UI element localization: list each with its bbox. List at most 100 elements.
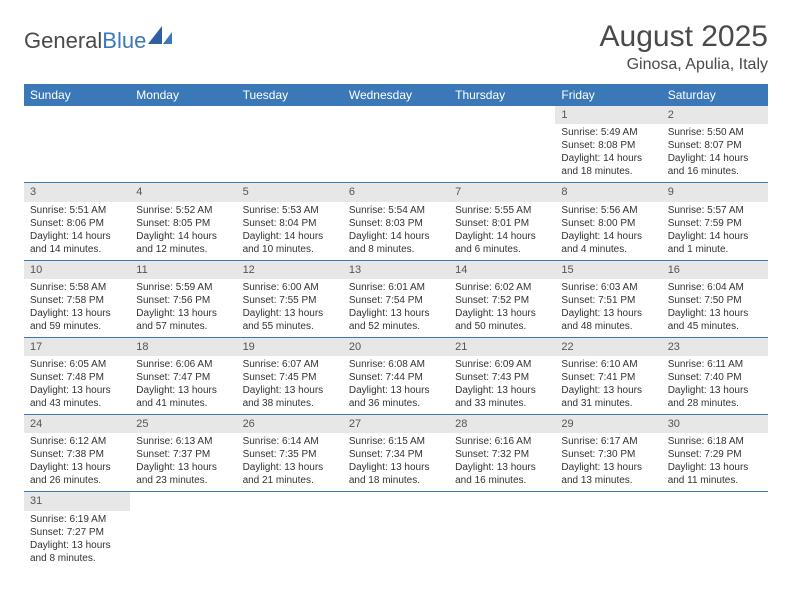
day-line: Daylight: 14 hours (668, 152, 762, 165)
day-line: Sunset: 7:51 PM (561, 294, 655, 307)
location: Ginosa, Apulia, Italy (600, 56, 768, 74)
day-line: and 26 minutes. (30, 474, 124, 487)
day-number-cell: 22 (555, 337, 661, 356)
day-line: Daylight: 13 hours (136, 384, 230, 397)
day-line: Daylight: 13 hours (349, 384, 443, 397)
day-line: Sunset: 7:56 PM (136, 294, 230, 307)
day-line: and 33 minutes. (455, 397, 549, 410)
day-number-cell: 7 (449, 183, 555, 202)
day-number-row: 12 (24, 106, 768, 124)
day-line: Daylight: 13 hours (136, 307, 230, 320)
day-line: Daylight: 13 hours (455, 307, 549, 320)
day-line: Sunset: 7:34 PM (349, 448, 443, 461)
calendar-table: SundayMondayTuesdayWednesdayThursdayFrid… (24, 84, 768, 569)
weekday-header: Thursday (449, 84, 555, 106)
day-line: and 18 minutes. (349, 474, 443, 487)
day-line: Sunset: 7:54 PM (349, 294, 443, 307)
day-detail-cell: Sunrise: 5:50 AMSunset: 8:07 PMDaylight:… (662, 124, 768, 183)
day-line: Sunset: 7:58 PM (30, 294, 124, 307)
day-number-cell (555, 492, 661, 511)
day-line: Sunset: 8:07 PM (668, 139, 762, 152)
day-number-cell (130, 492, 236, 511)
day-detail-cell: Sunrise: 5:59 AMSunset: 7:56 PMDaylight:… (130, 279, 236, 338)
day-line: Sunrise: 6:00 AM (243, 281, 337, 294)
day-line: Sunrise: 6:08 AM (349, 358, 443, 371)
day-line: and 8 minutes. (30, 552, 124, 565)
day-number-cell: 19 (237, 337, 343, 356)
day-number-cell: 29 (555, 415, 661, 434)
day-line: Sunset: 7:48 PM (30, 371, 124, 384)
day-number-row: 24252627282930 (24, 415, 768, 434)
day-line: Daylight: 14 hours (455, 230, 549, 243)
day-line: Sunrise: 6:06 AM (136, 358, 230, 371)
day-line: Daylight: 14 hours (561, 152, 655, 165)
day-line: Sunrise: 5:51 AM (30, 204, 124, 217)
day-detail-cell: Sunrise: 6:16 AMSunset: 7:32 PMDaylight:… (449, 433, 555, 492)
day-number-row: 3456789 (24, 183, 768, 202)
day-detail-cell (130, 511, 236, 569)
day-number-cell: 6 (343, 183, 449, 202)
day-number-cell (24, 106, 130, 124)
day-number-cell (237, 492, 343, 511)
day-detail-row: Sunrise: 6:05 AMSunset: 7:48 PM Daylight:… (24, 356, 768, 415)
day-number-cell: 8 (555, 183, 661, 202)
day-line: Daylight: 13 hours (668, 307, 762, 320)
day-line: Sunset: 7:27 PM (30, 526, 124, 539)
day-detail-cell: Sunrise: 5:55 AMSunset: 8:01 PMDaylight:… (449, 202, 555, 261)
day-line: and 52 minutes. (349, 320, 443, 333)
day-line: Daylight: 13 hours (136, 461, 230, 474)
day-number-cell: 3 (24, 183, 130, 202)
day-number-cell: 23 (662, 337, 768, 356)
day-number-cell (130, 106, 236, 124)
logo-text-2: Blue (102, 28, 146, 54)
day-line: Sunset: 8:04 PM (243, 217, 337, 230)
day-line: and 12 minutes. (136, 243, 230, 256)
day-line: Daylight: 13 hours (243, 461, 337, 474)
day-line: Sunset: 7:32 PM (455, 448, 549, 461)
day-line: Sunset: 8:05 PM (136, 217, 230, 230)
day-line: Sunset: 7:37 PM (136, 448, 230, 461)
day-line: Sunset: 7:30 PM (561, 448, 655, 461)
day-detail-cell: Sunrise: 5:54 AMSunset: 8:03 PMDaylight:… (343, 202, 449, 261)
day-line: Sunrise: 6:05 AM (30, 358, 124, 371)
day-detail-cell (343, 124, 449, 183)
day-number-cell (449, 492, 555, 511)
day-number-cell: 30 (662, 415, 768, 434)
day-number-cell (237, 106, 343, 124)
weekday-header: Tuesday (237, 84, 343, 106)
day-line: Sunrise: 5:55 AM (455, 204, 549, 217)
day-number-cell: 5 (237, 183, 343, 202)
day-line: and 18 minutes. (561, 165, 655, 178)
day-line: Sunset: 7:35 PM (243, 448, 337, 461)
day-detail-cell: Sunrise: 6:19 AMSunset: 7:27 PMDaylight:… (24, 511, 130, 569)
day-line: and 23 minutes. (136, 474, 230, 487)
day-line: and 4 minutes. (561, 243, 655, 256)
day-detail-row: Sunrise: 6:12 AMSunset: 7:38 PMDaylight:… (24, 433, 768, 492)
day-line: and 31 minutes. (561, 397, 655, 410)
day-line: Sunset: 7:59 PM (668, 217, 762, 230)
day-detail-cell: Sunrise: 5:49 AMSunset: 8:08 PMDaylight:… (555, 124, 661, 183)
day-line: Sunrise: 6:02 AM (455, 281, 549, 294)
day-line: Sunset: 7:45 PM (243, 371, 337, 384)
day-line: and 55 minutes. (243, 320, 337, 333)
day-line: Sunset: 8:03 PM (349, 217, 443, 230)
day-line: and 38 minutes. (243, 397, 337, 410)
day-detail-cell: Sunrise: 6:18 AMSunset: 7:29 PMDaylight:… (662, 433, 768, 492)
month-title: August 2025 (600, 20, 768, 54)
day-detail-cell: Sunrise: 5:53 AMSunset: 8:04 PMDaylight:… (237, 202, 343, 261)
day-line: Daylight: 14 hours (561, 230, 655, 243)
day-detail-cell (662, 511, 768, 569)
day-detail-cell (449, 511, 555, 569)
day-detail-cell: Sunrise: 6:15 AMSunset: 7:34 PMDaylight:… (343, 433, 449, 492)
day-detail-cell: Sunrise: 6:17 AMSunset: 7:30 PMDaylight:… (555, 433, 661, 492)
day-line: Sunset: 7:52 PM (455, 294, 549, 307)
day-line: Sunrise: 5:56 AM (561, 204, 655, 217)
day-line: Daylight: 13 hours (561, 384, 655, 397)
day-line: Daylight: 14 hours (136, 230, 230, 243)
day-line: Daylight: 13 hours (561, 307, 655, 320)
day-line: and 10 minutes. (243, 243, 337, 256)
day-number-cell: 13 (343, 260, 449, 279)
day-line: Sunrise: 6:15 AM (349, 435, 443, 448)
day-detail-row: Sunrise: 5:58 AMSunset: 7:58 PMDaylight:… (24, 279, 768, 338)
day-detail-row: Sunrise: 6:19 AMSunset: 7:27 PMDaylight:… (24, 511, 768, 569)
